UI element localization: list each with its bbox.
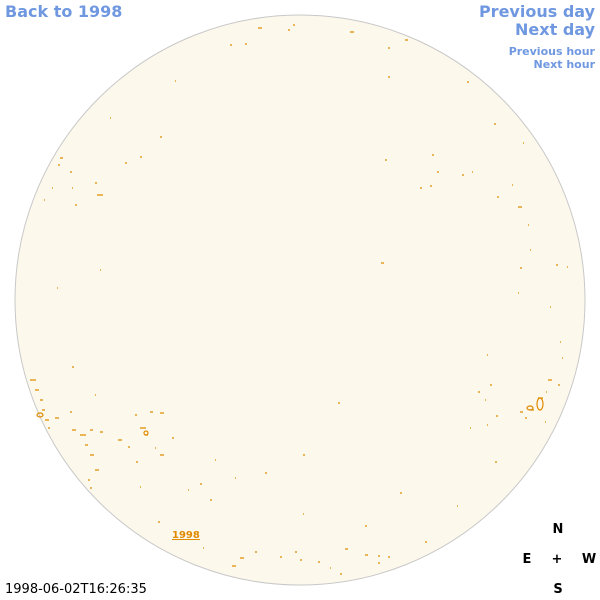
compass-south: S [553,582,563,597]
previous-day-link[interactable]: Previous day [478,2,595,21]
solar-disk [14,14,586,586]
compass-east: E [522,552,532,567]
active-regions [30,24,568,575]
previous-hour-link[interactable]: Previous hour [508,45,595,58]
timestamp: 1998-06-02T16:26:35 [5,582,147,597]
next-day-link[interactable]: Next day [515,20,595,39]
compass-north: N [552,522,564,537]
next-hour-link[interactable]: Next hour [533,58,596,71]
compass-west: W [581,552,597,567]
back-link[interactable]: Back to 1998 [5,2,123,21]
compass-center: + [551,552,563,567]
year-link[interactable]: 1998 [172,530,200,541]
